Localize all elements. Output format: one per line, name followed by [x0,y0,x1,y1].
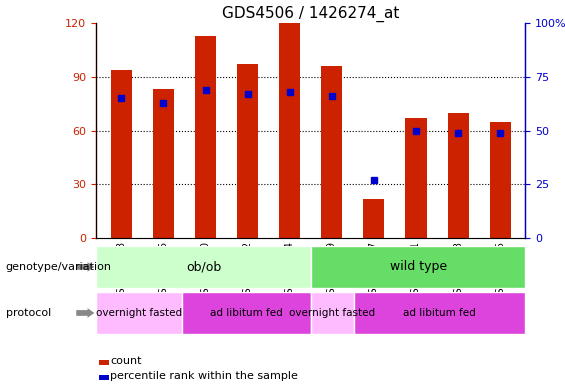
Bar [153,89,174,238]
Bar [311,246,525,288]
Text: overnight fasted: overnight fasted [289,308,375,318]
Text: wild type: wild type [389,260,447,273]
Bar [363,199,384,238]
Bar [354,292,525,334]
Text: ad libitum fed: ad libitum fed [403,308,476,318]
Bar [279,23,300,238]
Bar [237,64,258,238]
Text: ad libitum fed: ad libitum fed [210,308,282,318]
Text: genotype/variation: genotype/variation [6,262,112,272]
Text: ob/ob: ob/ob [186,260,221,273]
Text: count: count [110,356,142,366]
Text: percentile rank within the sample: percentile rank within the sample [110,371,298,381]
Title: GDS4506 / 1426274_at: GDS4506 / 1426274_at [222,5,399,22]
Bar [195,36,216,238]
Bar [311,292,354,334]
Bar [321,66,342,238]
Bar [490,122,511,238]
Bar [406,118,427,238]
Text: protocol: protocol [6,308,51,318]
Bar [182,292,311,334]
Bar [111,70,132,238]
Bar [447,113,468,238]
Text: overnight fasted: overnight fasted [96,308,182,318]
Bar [96,246,311,288]
Bar [96,292,182,334]
